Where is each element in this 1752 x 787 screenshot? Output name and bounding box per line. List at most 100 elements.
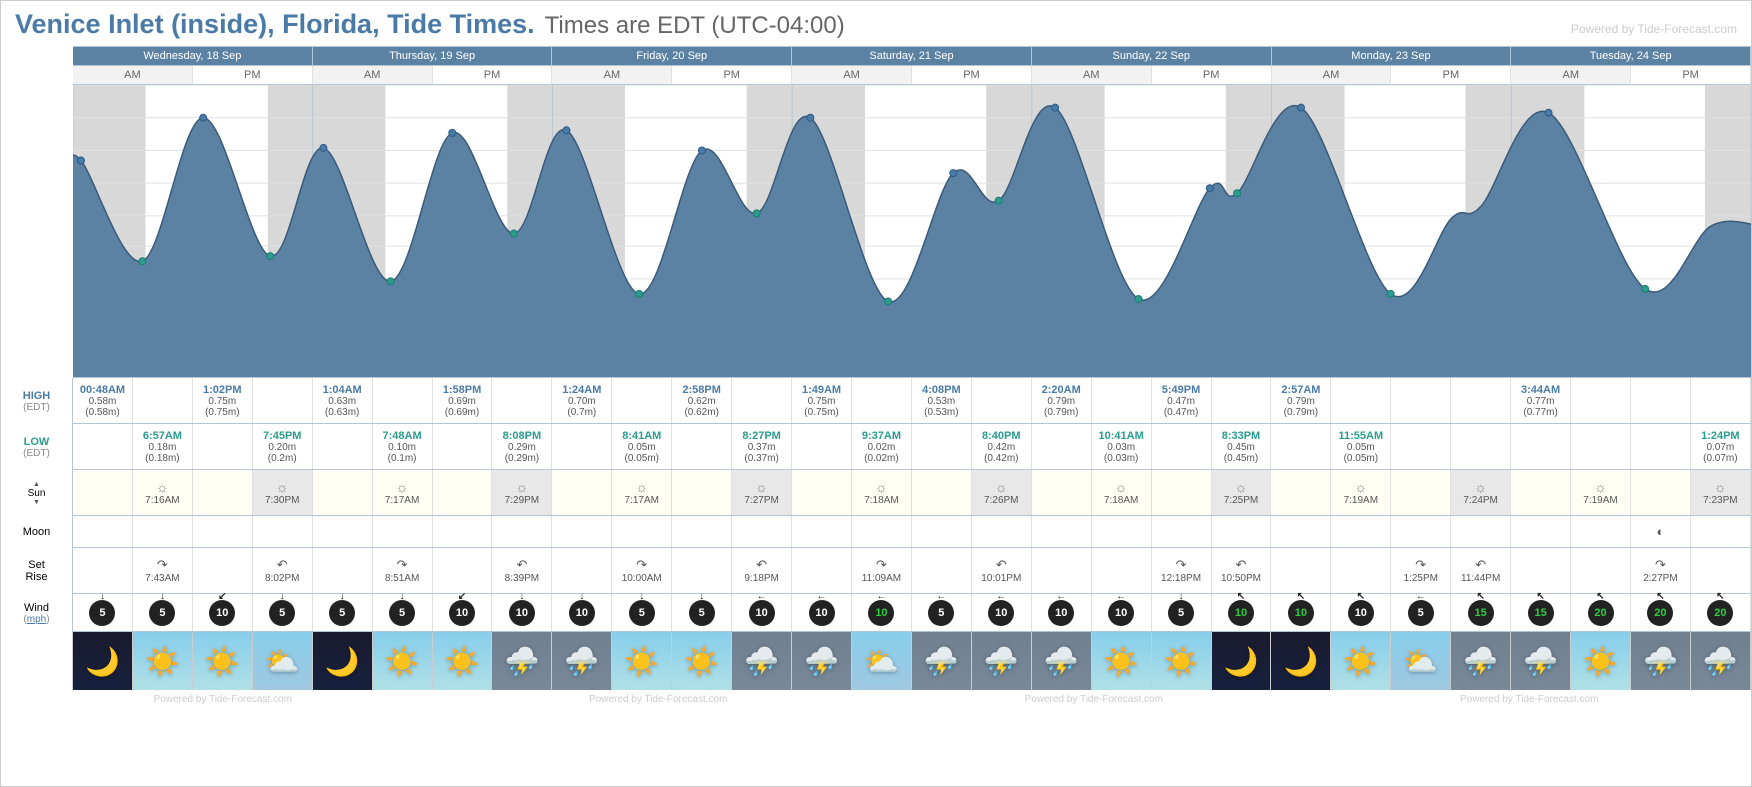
- tide-cell: [1451, 378, 1511, 423]
- tide-cell: 7:45PM0.20m(0.2m): [253, 424, 313, 469]
- moon-cell: ↷12:18PM: [1152, 548, 1212, 593]
- wind-badge: 10↓: [569, 600, 595, 626]
- weather-cell: ⛈️: [1691, 632, 1751, 690]
- wind-cell: 10←: [852, 594, 912, 631]
- moon-phase-cell: [1152, 516, 1212, 547]
- moon-cell: ↶10:01PM: [972, 548, 1032, 593]
- wind-badge: 10←: [868, 600, 894, 626]
- ampm-cell: PM: [672, 66, 792, 85]
- wind-cell: 5↓: [373, 594, 433, 631]
- wind-row: Wind (mph) 5↓5↓10↙5↓5↓5↓10↙10↓10↓5↓5↓10←…: [73, 594, 1751, 632]
- ampm-row: AMPMAMPMAMPMAMPMAMPMAMPMAMPM: [73, 66, 1751, 85]
- tide-cell: [792, 424, 852, 469]
- wind-badge: 10↙: [209, 600, 235, 626]
- moon-cell: ↶9:18PM: [732, 548, 792, 593]
- moon-cell: ↶8:02PM: [253, 548, 313, 593]
- main-area: Wednesday, 18 SepThursday, 19 SepFriday,…: [73, 46, 1751, 690]
- moon-arc-icon: ↶: [277, 557, 288, 573]
- wind-cell: 10↖: [1271, 594, 1331, 631]
- moon-phase-cell: [1331, 516, 1391, 547]
- weather-cell: ☀️: [1092, 632, 1152, 690]
- sunset-icon: ☼: [515, 479, 528, 495]
- tide-cell: [1511, 424, 1571, 469]
- moon-arc-icon: ↷: [636, 557, 647, 573]
- moon-cell: [73, 548, 133, 593]
- sun-cell: ☼7:17AM: [612, 470, 672, 515]
- tide-cell: [1152, 424, 1212, 469]
- sunset-icon: ☼: [1474, 479, 1487, 495]
- moon-phase-cell: [1691, 516, 1751, 547]
- tide-cell: 1:24AM0.70m(0.7m): [552, 378, 612, 423]
- moon-phase-cell: [1032, 516, 1092, 547]
- tide-cell: [433, 424, 493, 469]
- sunrise-icon: ☼: [156, 479, 169, 495]
- tide-chart-svg: [73, 85, 1751, 377]
- data-table: HIGH (EDT) 00:48AM0.58m(0.58m)1:02PM0.75…: [73, 377, 1751, 690]
- moon-phase-cell: [1271, 516, 1331, 547]
- tide-cell: [1391, 424, 1451, 469]
- tide-cell: [73, 424, 133, 469]
- wind-badge: 5↓: [629, 600, 655, 626]
- moon-cell: [313, 548, 373, 593]
- moon-phase-cell: [972, 516, 1032, 547]
- moon-cell: ↶10:50PM: [1212, 548, 1272, 593]
- tide-cell: 8:08PM0.29m(0.29m): [492, 424, 552, 469]
- weather-cell: ☀️: [193, 632, 253, 690]
- high-label: HIGH (EDT): [1, 378, 73, 424]
- wind-cell: 15↖: [1511, 594, 1571, 631]
- wind-badge: 5↓: [149, 600, 175, 626]
- weather-sunny-icon: ☀️: [1104, 645, 1139, 678]
- wind-unit-link[interactable]: mph: [27, 614, 46, 625]
- tide-cell: 7:48AM0.10m(0.1m): [373, 424, 433, 469]
- watermark: Powered by Tide-Forecast.com: [1571, 22, 1737, 36]
- wind-cell: 10←: [732, 594, 792, 631]
- moon-phase-cell: [612, 516, 672, 547]
- ampm-cell: AM: [1032, 66, 1152, 85]
- sun-cell: [1631, 470, 1691, 515]
- wind-cell: 5↓: [1152, 594, 1212, 631]
- moon-cell: [1691, 548, 1751, 593]
- sunset-icon: ☼: [995, 479, 1008, 495]
- moon-phase-cell: [1511, 516, 1571, 547]
- weather-cell: ⛅: [852, 632, 912, 690]
- wind-badge: 20↖: [1707, 600, 1733, 626]
- weather-cell: 🌙: [73, 632, 133, 690]
- ampm-cell: PM: [1152, 66, 1272, 85]
- weather-partly-icon: ⛅: [1403, 645, 1438, 678]
- moon-cell: [1271, 548, 1331, 593]
- footer-watermark: Powered by Tide-Forecast.com Powered by …: [1, 690, 1751, 709]
- tide-cell: 1:04AM0.63m(0.63m): [313, 378, 373, 423]
- tide-cell: [612, 378, 672, 423]
- wind-badge: 10←: [1108, 600, 1134, 626]
- weather-night-icon: 🌙: [85, 645, 120, 678]
- tide-cell: 8:33PM0.45m(0.45m): [1212, 424, 1272, 469]
- wind-cell: 20↖: [1691, 594, 1751, 631]
- moon-cell: [552, 548, 612, 593]
- weather-label-spacer: [1, 632, 73, 690]
- weather-cell: ☀️: [672, 632, 732, 690]
- wind-badge: 20↖: [1588, 600, 1614, 626]
- sunset-icon: ☼: [276, 479, 289, 495]
- tide-cell: [492, 378, 552, 423]
- day-header-row: Wednesday, 18 SepThursday, 19 SepFriday,…: [73, 46, 1751, 66]
- tide-cell: [552, 424, 612, 469]
- weather-storm-icon: ⛈️: [1703, 645, 1738, 678]
- tide-cell: 00:48AM0.58m(0.58m): [73, 378, 133, 423]
- tide-cell: [1451, 424, 1511, 469]
- title-sub: Times are EDT (UTC-04:00): [545, 12, 845, 40]
- tide-cell: [313, 424, 373, 469]
- tide-cell: 1:58PM0.69m(0.69m): [433, 378, 493, 423]
- weather-sunny-icon: ☀️: [624, 645, 659, 678]
- ampm-cell: AM: [552, 66, 672, 85]
- wind-badge: 5↓: [89, 600, 115, 626]
- sun-cell: ☼7:29PM: [492, 470, 552, 515]
- wind-badge: 20↖: [1647, 600, 1673, 626]
- title-main: Venice Inlet (inside), Florida, Tide Tim…: [15, 9, 535, 40]
- tide-cell: [1271, 424, 1331, 469]
- high-tide-row: HIGH (EDT) 00:48AM0.58m(0.58m)1:02PM0.75…: [73, 378, 1751, 424]
- weather-cell: ☀️: [1152, 632, 1212, 690]
- wind-badge: 5↓: [389, 600, 415, 626]
- moon-cell: [1331, 548, 1391, 593]
- weather-cell: 🌙: [1212, 632, 1272, 690]
- ampm-cell: AM: [1511, 66, 1631, 85]
